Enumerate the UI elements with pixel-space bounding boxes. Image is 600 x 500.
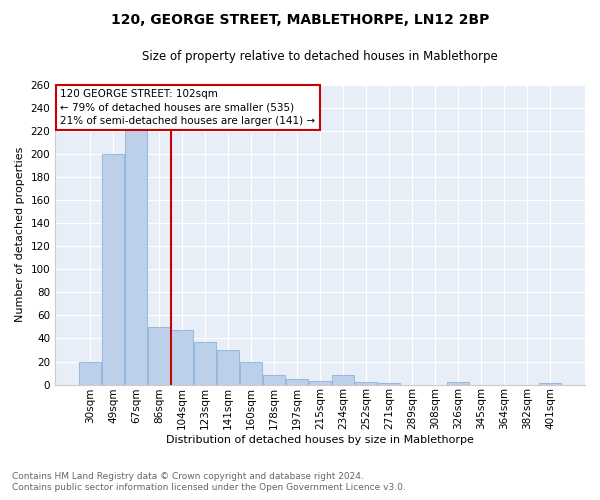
Text: Contains HM Land Registry data © Crown copyright and database right 2024.: Contains HM Land Registry data © Crown c… xyxy=(12,472,364,481)
Bar xyxy=(102,154,124,384)
Bar xyxy=(217,350,239,384)
Bar xyxy=(286,379,308,384)
Text: 120, GEORGE STREET, MABLETHORPE, LN12 2BP: 120, GEORGE STREET, MABLETHORPE, LN12 2B… xyxy=(111,12,489,26)
Bar xyxy=(240,362,262,384)
Bar xyxy=(332,376,354,384)
Title: Size of property relative to detached houses in Mablethorpe: Size of property relative to detached ho… xyxy=(142,50,498,63)
Bar xyxy=(79,362,101,384)
Bar xyxy=(148,327,170,384)
Bar xyxy=(194,342,216,384)
X-axis label: Distribution of detached houses by size in Mablethorpe: Distribution of detached houses by size … xyxy=(166,435,474,445)
Bar xyxy=(355,382,377,384)
Bar xyxy=(309,381,331,384)
Y-axis label: Number of detached properties: Number of detached properties xyxy=(15,147,25,322)
Text: Contains public sector information licensed under the Open Government Licence v3: Contains public sector information licen… xyxy=(12,484,406,492)
Bar xyxy=(125,120,147,384)
Bar xyxy=(171,330,193,384)
Bar xyxy=(263,376,285,384)
Text: 120 GEORGE STREET: 102sqm
← 79% of detached houses are smaller (535)
21% of semi: 120 GEORGE STREET: 102sqm ← 79% of detac… xyxy=(61,90,316,126)
Bar xyxy=(447,382,469,384)
